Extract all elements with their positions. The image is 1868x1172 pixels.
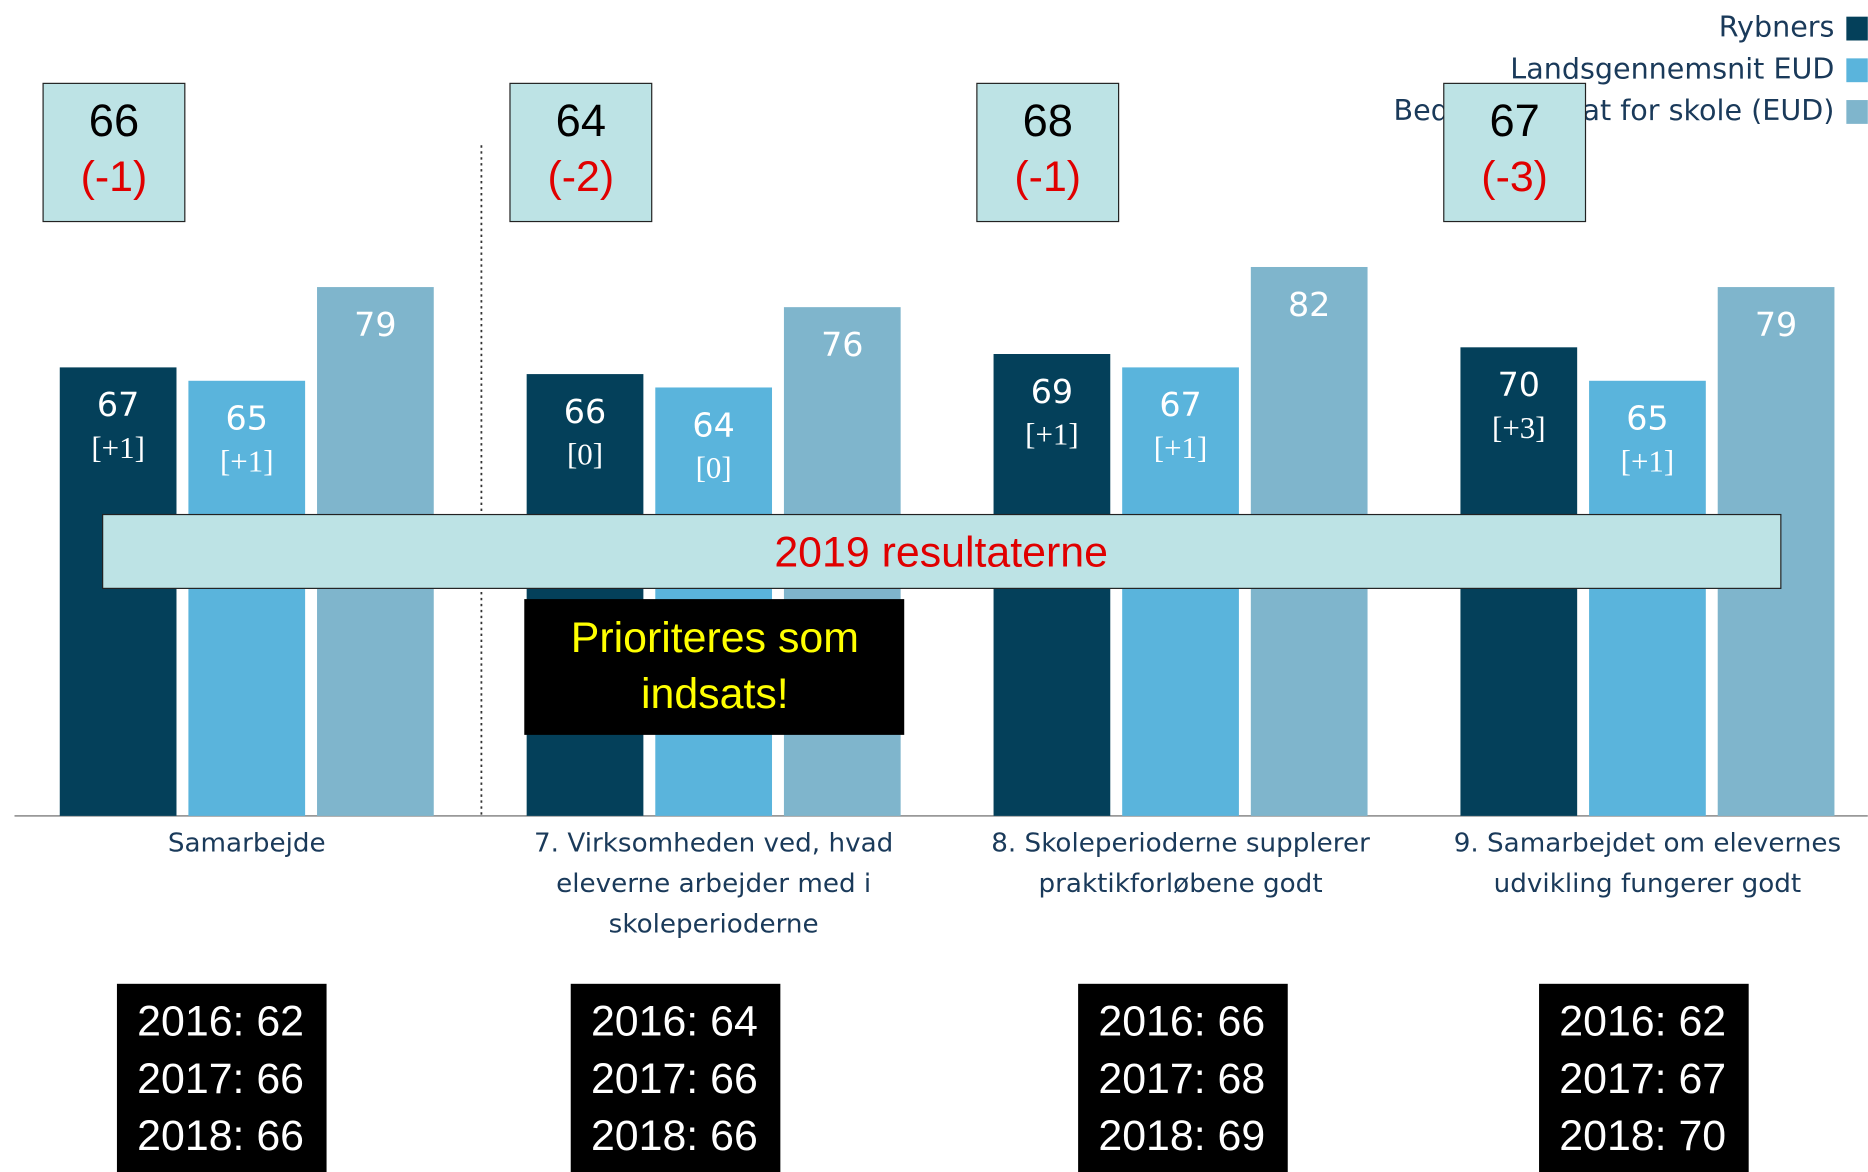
summary-value: 67 xyxy=(1489,95,1539,146)
change-label: [+1] xyxy=(91,430,145,465)
change-label: [0] xyxy=(567,437,603,472)
value-label: 66 xyxy=(564,392,606,431)
history-box xyxy=(116,983,327,1172)
summary-box xyxy=(976,82,1120,223)
legend-swatch xyxy=(1846,16,1868,41)
value-label: 79 xyxy=(1755,305,1797,344)
value-label: 67 xyxy=(1159,385,1201,424)
history-line: 2018: 70 xyxy=(1559,1112,1726,1160)
bar xyxy=(526,374,644,816)
value-label: 79 xyxy=(354,305,396,344)
x-tick-label: 7. Virksomheden ved, hvad eleverne arbej… xyxy=(534,828,894,940)
callout-box xyxy=(524,599,905,735)
change-label: [+1] xyxy=(1621,443,1675,478)
summary-value: 68 xyxy=(1023,95,1073,146)
value-label: 82 xyxy=(1288,285,1330,324)
change-label: [+1] xyxy=(220,443,274,478)
x-tick-label: 8. Skoleperioderne supplerer praktikforl… xyxy=(991,828,1370,900)
summary-change: (-2) xyxy=(548,153,615,201)
banner-box xyxy=(102,513,1782,589)
value-label: 65 xyxy=(226,399,268,438)
summary-box xyxy=(509,82,653,223)
legend-swatch xyxy=(1846,100,1868,124)
change-label: [0] xyxy=(696,450,732,485)
history-line: 2017: 66 xyxy=(137,1055,304,1103)
summary-change: (-1) xyxy=(81,153,148,201)
value-label: 70 xyxy=(1498,365,1540,404)
summary-box xyxy=(42,82,186,223)
history-line: 2016: 64 xyxy=(591,998,758,1046)
callout-text: Prioriteres som xyxy=(571,614,859,662)
change-label: [+1] xyxy=(1154,430,1208,465)
summary-change: (-1) xyxy=(1014,153,1081,201)
history-line: 2018: 66 xyxy=(137,1112,304,1160)
banner-text: 2019 resultaterne xyxy=(774,528,1108,576)
history-box xyxy=(570,983,781,1172)
x-tick-label: Samarbejde xyxy=(167,828,326,859)
history-line: 2017: 68 xyxy=(1098,1055,1265,1103)
bar xyxy=(59,367,177,816)
bar xyxy=(1122,367,1239,816)
bar xyxy=(188,380,306,816)
callout-text: indsats! xyxy=(641,670,789,718)
category-label-box: Samarbejde xyxy=(167,828,326,859)
change-label: [+3] xyxy=(1492,410,1546,445)
value-label: 67 xyxy=(97,385,139,424)
category-label-box: 7. Virksomheden ved, hvad eleverne arbej… xyxy=(534,828,894,940)
value-label: 69 xyxy=(1031,372,1073,411)
history-line: 2018: 66 xyxy=(591,1112,758,1160)
legend-swatch xyxy=(1846,58,1868,83)
value-label: 65 xyxy=(1626,399,1668,438)
category-label-box: 9. Samarbejdet om elevernes udvikling fu… xyxy=(1453,828,1842,900)
history-line: 2017: 67 xyxy=(1559,1055,1726,1103)
history-line: 2016: 62 xyxy=(1559,998,1726,1046)
x-tick-label: 9. Samarbejdet om elevernes udvikling fu… xyxy=(1453,828,1842,900)
value-label: 76 xyxy=(821,325,863,364)
history-line: 2018: 69 xyxy=(1098,1112,1265,1160)
history-line: 2016: 62 xyxy=(137,998,304,1046)
history-box xyxy=(1539,983,1749,1172)
category-label-box: 8. Skoleperioderne supplerer praktikforl… xyxy=(991,828,1370,900)
change-label: [+1] xyxy=(1025,416,1079,451)
summary-box xyxy=(1443,82,1587,223)
legend-label: Rybners xyxy=(1719,10,1835,44)
value-label: 64 xyxy=(692,405,734,444)
bar xyxy=(1589,380,1706,816)
summary-value: 66 xyxy=(89,95,139,146)
history-line: 2017: 66 xyxy=(591,1055,758,1103)
legend-label: Landsgennemsnit EUD xyxy=(1510,51,1834,85)
history-box xyxy=(1078,983,1288,1172)
summary-change: (-3) xyxy=(1481,153,1548,201)
summary-value: 64 xyxy=(556,95,606,146)
history-line: 2016: 66 xyxy=(1098,998,1265,1046)
